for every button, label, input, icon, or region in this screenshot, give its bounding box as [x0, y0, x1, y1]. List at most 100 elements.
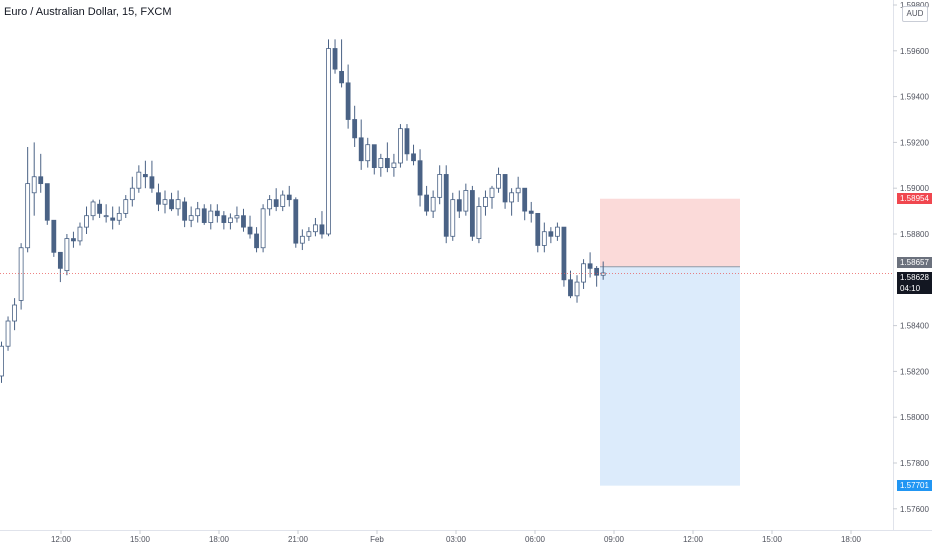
candle	[600, 261, 606, 280]
entry-price-tag: 1.58657	[897, 257, 932, 269]
candle-body-up	[450, 199, 456, 237]
position-zones[interactable]	[600, 198, 740, 486]
candle-body-down	[273, 199, 279, 207]
candle-body-up	[0, 345, 4, 377]
candle	[574, 275, 580, 303]
candle-body-down	[241, 215, 246, 228]
candle	[175, 190, 181, 216]
time-tick-label: 09:00	[604, 535, 625, 544]
price-tick-label: 1.58800	[900, 230, 929, 239]
candle	[430, 190, 436, 218]
candle-body-up	[280, 194, 286, 207]
candle-body-down	[404, 128, 410, 155]
candle-body-down	[339, 71, 344, 84]
candle	[339, 39, 344, 88]
time-tick-label: 15:00	[130, 535, 151, 544]
candle-body-down	[169, 199, 174, 210]
candle	[555, 222, 560, 241]
candle-body-down	[149, 176, 155, 189]
candle-body-down	[502, 174, 508, 203]
candle	[57, 251, 63, 283]
price-tick-label: 1.58200	[900, 367, 929, 376]
candle	[352, 105, 358, 147]
candle-body-down	[568, 279, 573, 297]
candle-body-up	[64, 238, 70, 272]
currency-button[interactable]: AUD	[902, 6, 928, 22]
candle-body-down	[358, 137, 364, 162]
candle	[149, 160, 155, 193]
candle	[411, 144, 416, 166]
candle	[476, 197, 482, 244]
candle-body-up	[541, 231, 547, 246]
candle	[313, 217, 318, 237]
candle	[509, 188, 515, 216]
candle-body-up	[430, 196, 436, 212]
candle	[548, 227, 554, 244]
candle-body-down	[293, 199, 299, 244]
candle	[182, 197, 188, 228]
candle-body-up	[483, 196, 488, 207]
candle	[469, 185, 475, 241]
candle-body-up	[12, 304, 17, 322]
candle	[502, 174, 508, 209]
candle	[299, 229, 305, 251]
take-profit-zone[interactable]	[600, 266, 740, 486]
candle	[0, 341, 4, 383]
candle	[116, 206, 122, 225]
candle	[51, 219, 57, 257]
candle-body-down	[352, 119, 358, 139]
candle	[201, 204, 207, 225]
price-axis[interactable]: 1.59800 1.59600 1.59400 1.59200 1.59000 1.588…	[893, 1, 929, 514]
candle-body-up	[103, 215, 109, 218]
candle-body-up	[208, 210, 214, 223]
price-tick-label: 1.59400	[900, 93, 929, 102]
last-price-tag: 1.58628	[897, 271, 932, 283]
candle	[214, 204, 220, 223]
candle-body-up	[227, 217, 233, 223]
candle-body-down	[44, 183, 50, 221]
candle-body-up	[77, 226, 83, 242]
stop-loss-zone[interactable]	[600, 198, 740, 267]
time-tick-label: 21:00	[288, 535, 309, 544]
candle	[332, 39, 338, 74]
candle-body-up	[365, 144, 371, 162]
candle-body-up	[5, 320, 11, 347]
candle-body-down	[71, 238, 76, 242]
candle-body-down	[411, 153, 416, 162]
candle-body-up	[378, 158, 384, 168]
candle	[273, 188, 279, 212]
candle	[44, 183, 50, 225]
candle-body-up	[306, 231, 312, 237]
candle	[162, 190, 168, 214]
candle-body-down	[221, 215, 227, 223]
candle	[156, 183, 161, 212]
price-tick-label: 1.58000	[900, 413, 929, 422]
candle-body-up	[136, 171, 142, 189]
take-profit-price-tag: 1.57701	[897, 480, 932, 492]
candle-body-up	[574, 281, 580, 297]
candle-body-up	[188, 215, 194, 221]
candle	[391, 153, 397, 177]
candle	[424, 185, 430, 216]
price-tick-label: 1.59000	[900, 184, 929, 193]
candle	[90, 199, 96, 221]
candle-body-down	[142, 174, 148, 178]
candle	[31, 142, 37, 216]
time-axis[interactable]: 12:00 15:00 18:00 21:00 Feb 03:00 06:00 09:00 12…	[51, 530, 862, 544]
candle	[260, 204, 266, 253]
candle	[208, 204, 214, 230]
candle	[450, 192, 456, 241]
candle	[18, 243, 24, 310]
candle-body-down	[110, 217, 116, 221]
candle	[221, 211, 227, 230]
candle	[110, 206, 116, 230]
candle	[280, 190, 286, 212]
candle	[358, 119, 364, 170]
chart-title: Euro / Australian Dollar, 15, FXCM	[4, 6, 172, 18]
candle	[437, 165, 443, 205]
candle-body-down	[443, 174, 449, 237]
candle	[136, 165, 142, 193]
candle	[195, 201, 201, 223]
time-tick-label: 15:00	[762, 535, 783, 544]
